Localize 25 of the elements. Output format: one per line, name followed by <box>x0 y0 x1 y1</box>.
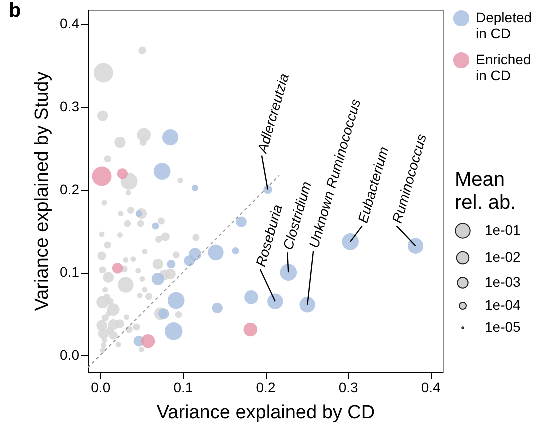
y-tick-label: 0.0 <box>60 346 80 363</box>
x-axis-title: Variance explained by CD <box>156 402 376 424</box>
legend-label: Enriched in CD <box>476 52 532 84</box>
y-tick-label: 0.3 <box>60 98 80 114</box>
legend-label: 1e-03 <box>485 274 522 290</box>
point <box>141 334 156 348</box>
point <box>152 272 164 286</box>
legend-label: Depleted in CD <box>476 10 532 42</box>
y-tick-label: 0.2 <box>60 181 80 198</box>
legend-label: 1e-01 <box>485 222 522 238</box>
x-tick-label: 0.2 <box>256 380 276 396</box>
x-tick-label: 0.1 <box>174 380 194 396</box>
y-tick-label: 0.4 <box>60 16 80 32</box>
legend-title: Mean rel. ab. <box>455 169 516 214</box>
point <box>244 290 258 304</box>
legend-label: 1e-04 <box>485 297 522 313</box>
x-tick-label: 0.0 <box>91 380 111 396</box>
point <box>244 322 258 337</box>
y-tick-label: 0.1 <box>60 264 80 280</box>
y-axis-title: Variance explained by Study <box>32 71 54 312</box>
x-tick-label: 0.3 <box>338 380 358 396</box>
legend-label: 1e-02 <box>485 249 522 265</box>
x-tick-label: 0.4 <box>421 380 442 396</box>
legend-label: 1e-05 <box>485 319 522 335</box>
text: b <box>9 0 22 22</box>
